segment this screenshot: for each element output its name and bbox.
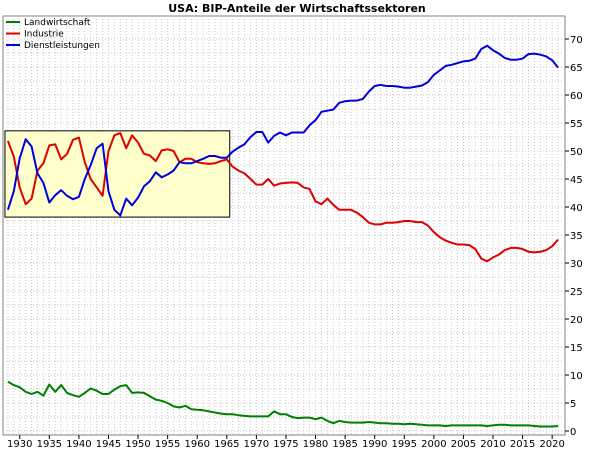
x-tick-label: 1965 — [214, 439, 239, 450]
legend-label-2: Dienstleistungen — [24, 41, 100, 51]
y-tick-label: 15 — [570, 343, 583, 354]
y-tick-label: 25 — [570, 287, 583, 298]
chart-title: USA: BIP-Anteile der Wirtschaftssektoren — [168, 2, 426, 15]
y-tick-label: 10 — [570, 371, 583, 382]
y-tick-label: 0 — [570, 427, 576, 438]
y-tick-label: 40 — [570, 203, 583, 214]
y-tick-label: 35 — [570, 231, 583, 242]
x-tick-label: 1945 — [96, 439, 121, 450]
x-tick-label: 1990 — [362, 439, 387, 450]
x-tick-label: 2000 — [421, 439, 446, 450]
y-tick-label: 30 — [570, 259, 583, 270]
series-line-2 — [6, 44, 559, 217]
x-tick-label: 1985 — [332, 439, 357, 450]
x-tick-label: 2005 — [451, 439, 476, 450]
highlight-box — [4, 130, 231, 218]
x-tick-label: 1955 — [155, 439, 180, 450]
y-tick-label: 50 — [570, 147, 583, 158]
y-tick-label: 70 — [570, 35, 583, 46]
legend-label-0: Landwirtschaft — [24, 18, 91, 28]
x-tick-label: 1970 — [244, 439, 269, 450]
y-axis: 0 5 10 15 20 25 30 35 40 45 50 55 60 65 70 — [565, 35, 583, 438]
x-tick-label: 1935 — [37, 439, 62, 450]
x-tick-label: 1995 — [392, 439, 417, 450]
x-tick-label: 1975 — [273, 439, 298, 450]
x-tick-label: 1930 — [7, 439, 32, 450]
y-tick-label: 55 — [570, 119, 583, 130]
x-tick-label: 1940 — [66, 439, 91, 450]
x-tick-label: 2010 — [480, 439, 505, 450]
series-layer — [6, 44, 559, 428]
y-tick-label: 45 — [570, 175, 583, 186]
grid — [3, 16, 565, 435]
x-tick-label: 1980 — [303, 439, 328, 450]
x-tick-label: 1960 — [184, 439, 209, 450]
y-tick-label: 20 — [570, 315, 583, 326]
y-tick-label: 60 — [570, 91, 583, 102]
x-tick-label: 1950 — [125, 439, 150, 450]
x-tick-label: 2020 — [539, 439, 564, 450]
plot-area — [2, 15, 566, 436]
x-axis: 1930 1935 1940 1945 1950 1955 1960 1965 1970 1975… — [7, 435, 565, 450]
x-tick-label: 2015 — [510, 439, 535, 450]
y-tick-label: 5 — [570, 399, 576, 410]
series-line-0 — [7, 380, 559, 428]
series-line-1 — [6, 132, 559, 263]
legend-label-1: Industrie — [24, 30, 64, 40]
y-tick-label: 65 — [570, 63, 583, 74]
